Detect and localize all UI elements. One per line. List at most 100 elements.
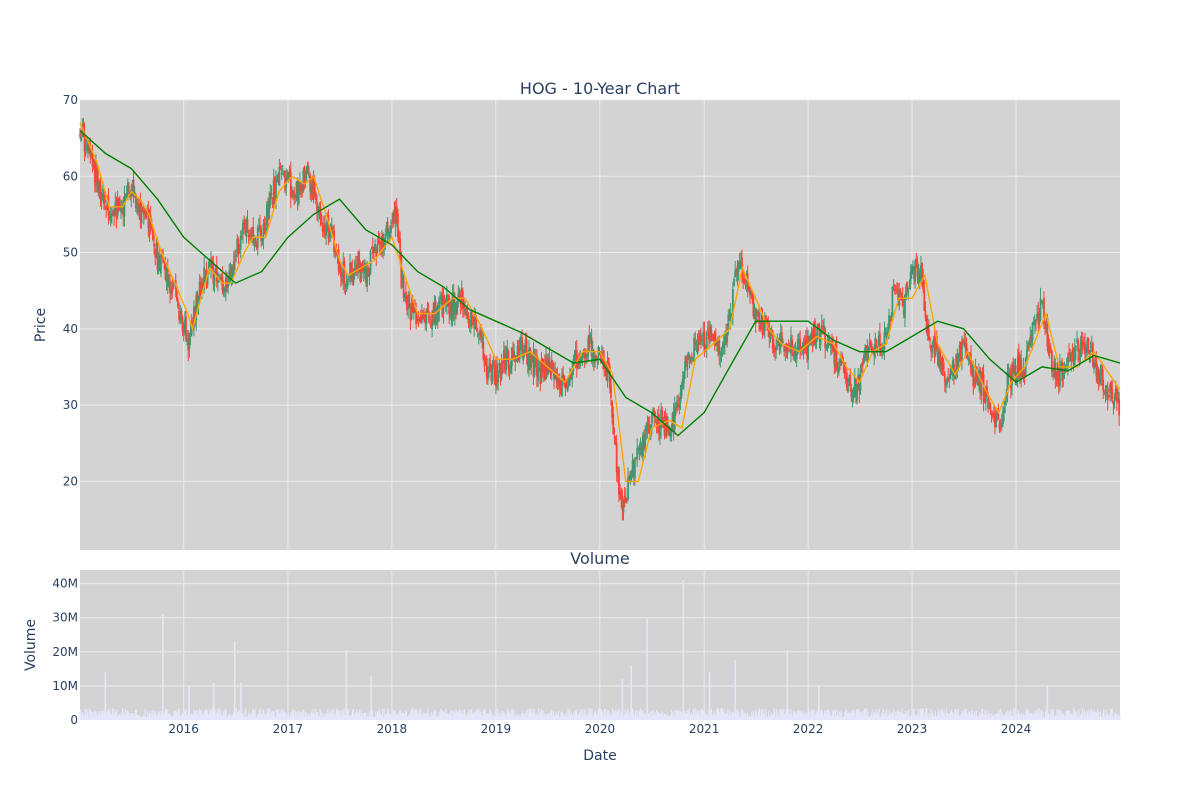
candle-body — [121, 208, 124, 210]
volume-bar — [550, 713, 552, 720]
candle-body — [126, 182, 129, 194]
candle-body — [791, 339, 794, 351]
volume-bar — [117, 716, 119, 720]
candle-body — [389, 232, 391, 234]
candle-body — [621, 496, 624, 511]
volume-bar — [1044, 717, 1046, 720]
volume-bar — [1107, 716, 1109, 720]
volume-bar — [399, 710, 402, 720]
candle-body — [793, 352, 796, 359]
volume-bar — [810, 717, 812, 720]
candle-body — [876, 348, 879, 352]
volume-bar — [790, 709, 792, 720]
candle-body — [959, 342, 962, 360]
candle-body — [690, 356, 693, 359]
volume-bar — [498, 713, 500, 720]
volume-bar — [900, 712, 902, 720]
volume-bar — [974, 717, 977, 720]
candle-body — [931, 345, 934, 353]
volume-bar — [628, 716, 631, 720]
volume-bar — [1027, 709, 1030, 720]
volume-bar — [254, 708, 256, 720]
volume-bar — [944, 714, 946, 720]
volume-bar — [522, 709, 524, 720]
candle-body — [573, 357, 576, 359]
volume-bar — [672, 711, 674, 720]
volume-bar — [317, 716, 320, 720]
candle-body — [596, 357, 599, 361]
volume-bar — [657, 711, 660, 720]
volume-bar — [1018, 713, 1020, 720]
candle-body — [210, 261, 212, 271]
volume-bar — [343, 708, 345, 720]
candle-body — [956, 355, 959, 369]
candle-body — [946, 379, 948, 384]
volume-bar — [534, 714, 537, 720]
volume-bar — [1022, 714, 1025, 720]
volume-bar — [131, 713, 133, 720]
candle-body — [393, 211, 396, 224]
volume-bar — [833, 710, 835, 720]
candle-body — [806, 337, 808, 356]
volume-bar — [1079, 717, 1081, 720]
volume-bar — [255, 717, 257, 720]
volume-bar — [776, 715, 778, 720]
candle-body — [726, 332, 729, 343]
candle-body — [624, 497, 627, 504]
volume-bar — [591, 708, 593, 720]
volume-bar — [819, 713, 821, 720]
volume-bar — [492, 716, 494, 720]
volume-bar — [1024, 714, 1026, 720]
volume-bar — [736, 708, 738, 720]
volume-bar — [678, 710, 680, 720]
volume-bar — [92, 711, 94, 720]
volume-bar — [498, 716, 501, 720]
candle-body — [687, 352, 690, 360]
volume-bar — [322, 713, 324, 720]
candle-body — [188, 334, 191, 349]
volume-bar — [554, 716, 556, 720]
volume-bar — [1106, 714, 1108, 720]
candle-body — [1054, 363, 1057, 380]
candle-body — [863, 355, 865, 364]
volume-bar — [723, 709, 725, 720]
candle-body — [754, 309, 757, 324]
volume-bar — [83, 717, 85, 720]
candle-body — [280, 173, 283, 175]
volume-bar — [923, 716, 925, 720]
volume-bar — [908, 708, 910, 720]
volume-bar — [1035, 710, 1037, 720]
volume-bar — [546, 713, 549, 720]
volume-bar — [800, 711, 802, 720]
candle-body — [696, 340, 699, 354]
volume-bar — [990, 717, 992, 720]
volume-bar — [704, 716, 707, 720]
volume-bar — [287, 712, 290, 720]
volume-bar — [673, 717, 675, 720]
candle-body — [664, 417, 667, 437]
volume-bar — [1074, 712, 1077, 720]
candle-body — [1039, 298, 1042, 321]
volume-bar — [424, 712, 426, 720]
volume-bar — [933, 716, 936, 720]
volume-bar — [610, 716, 613, 720]
candle-body — [774, 350, 776, 352]
candle-body — [469, 311, 472, 327]
candle-body — [620, 490, 623, 499]
volume-bar — [535, 714, 537, 720]
volume-bar — [635, 716, 637, 720]
volume-bar — [178, 708, 180, 720]
candle-body — [215, 265, 218, 281]
candle-body — [995, 411, 997, 427]
volume-bar — [808, 708, 810, 720]
candle-body — [821, 327, 824, 329]
volume-bar — [251, 713, 253, 720]
candle-body — [868, 341, 871, 345]
candle-body — [257, 226, 260, 228]
volume-bar — [368, 715, 370, 720]
volume-bar — [887, 714, 890, 720]
volume-bar — [902, 714, 904, 720]
candle-body — [804, 339, 807, 350]
volume-bar — [633, 713, 635, 720]
